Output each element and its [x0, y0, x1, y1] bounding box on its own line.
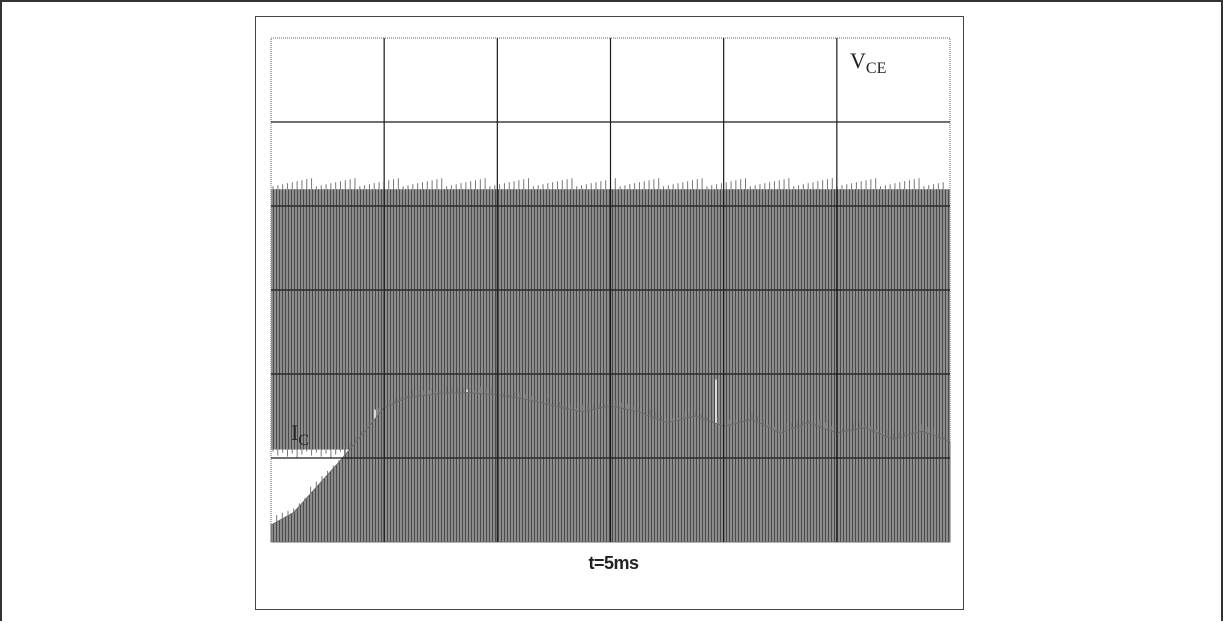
- ic-label: IC: [291, 420, 309, 449]
- vce-label-main: V: [850, 48, 866, 73]
- ic-label-main: I: [291, 420, 298, 445]
- vce-label: VCE: [850, 48, 886, 77]
- ic-label-subscript: C: [298, 432, 309, 449]
- x-axis-label: t=5ms: [588, 553, 639, 573]
- vce-label-subscript: CE: [866, 60, 886, 77]
